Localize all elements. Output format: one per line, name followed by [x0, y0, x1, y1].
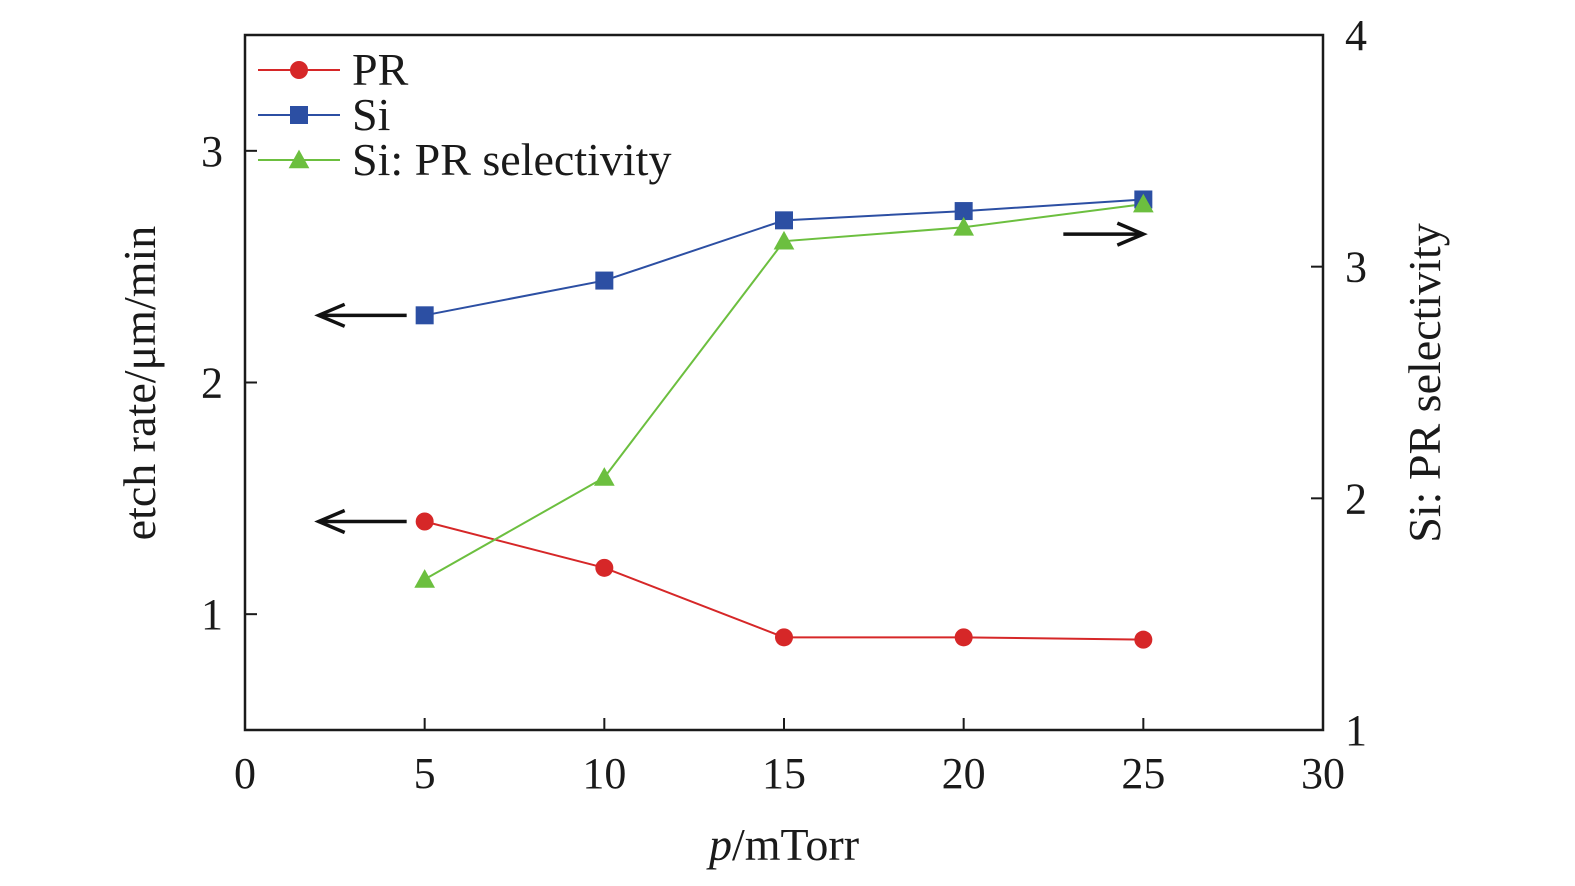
y-right-tick-label: 1: [1345, 706, 1367, 755]
x-tick-label: 5: [414, 749, 436, 798]
data-point-pr: [1134, 630, 1153, 649]
y-right-tick-label: 4: [1345, 11, 1367, 60]
series-markers: [414, 190, 1154, 649]
data-point-si-pr-selectivity: [593, 467, 615, 486]
data-point-pr: [415, 512, 434, 531]
x-tick-label: 0: [234, 749, 256, 798]
x-tick-label: 10: [582, 749, 626, 798]
direction-arrows: [314, 221, 1148, 535]
data-point-si-pr-selectivity: [773, 230, 795, 250]
ticks: [244, 34, 1324, 731]
y-left-tick-label: 2: [201, 359, 223, 408]
data-point-si: [954, 202, 973, 221]
legend-label-si: Si: [352, 89, 390, 140]
data-point-si-pr-selectivity: [414, 569, 436, 588]
data-point-pr: [595, 558, 614, 577]
data-point-pr: [775, 628, 793, 647]
y-right-tick-label: 2: [1345, 474, 1367, 523]
data-point-si: [415, 306, 434, 325]
y-axis-left-label: etch rate/μm/min: [114, 226, 165, 541]
legend-marker-si-pr-selectivity: [288, 149, 310, 169]
y-right-tick-label: 3: [1345, 243, 1367, 292]
x-tick-label: 30: [1301, 749, 1345, 798]
x-tick-label: 25: [1121, 749, 1165, 798]
series-line-si-pr-selectivity: [424, 203, 1144, 581]
y-axis-right-label: Si: PR selectivity: [1399, 223, 1450, 542]
legend-marker-pr: [290, 61, 308, 79]
legend-label-pr: PR: [352, 44, 409, 95]
series-line-pr: [424, 520, 1144, 641]
x-tick-label: 20: [942, 749, 986, 798]
x-axis-label: p/mTorr: [706, 819, 859, 870]
data-point-si-pr-selectivity: [1132, 193, 1154, 213]
y-left-tick-label: 1: [201, 590, 223, 639]
data-point-si-pr-selectivity: [953, 216, 975, 236]
arrow-right-head: [1116, 221, 1148, 247]
legend-marker-si: [290, 106, 308, 124]
data-point-si: [775, 211, 793, 230]
data-point-si: [595, 271, 614, 290]
x-axis-label-unit: /mTorr: [732, 819, 859, 870]
x-axis-label-variable: p: [706, 819, 732, 870]
arrow-left-head: [314, 302, 346, 328]
x-tick-label: 15: [762, 749, 806, 798]
legend-label-si-pr-selectivity: Si: PR selectivity: [352, 134, 671, 185]
data-point-pr: [954, 628, 973, 647]
arrow-left-head: [314, 508, 346, 535]
series-lines: [424, 198, 1144, 641]
y-left-tick-label: 3: [201, 127, 223, 176]
